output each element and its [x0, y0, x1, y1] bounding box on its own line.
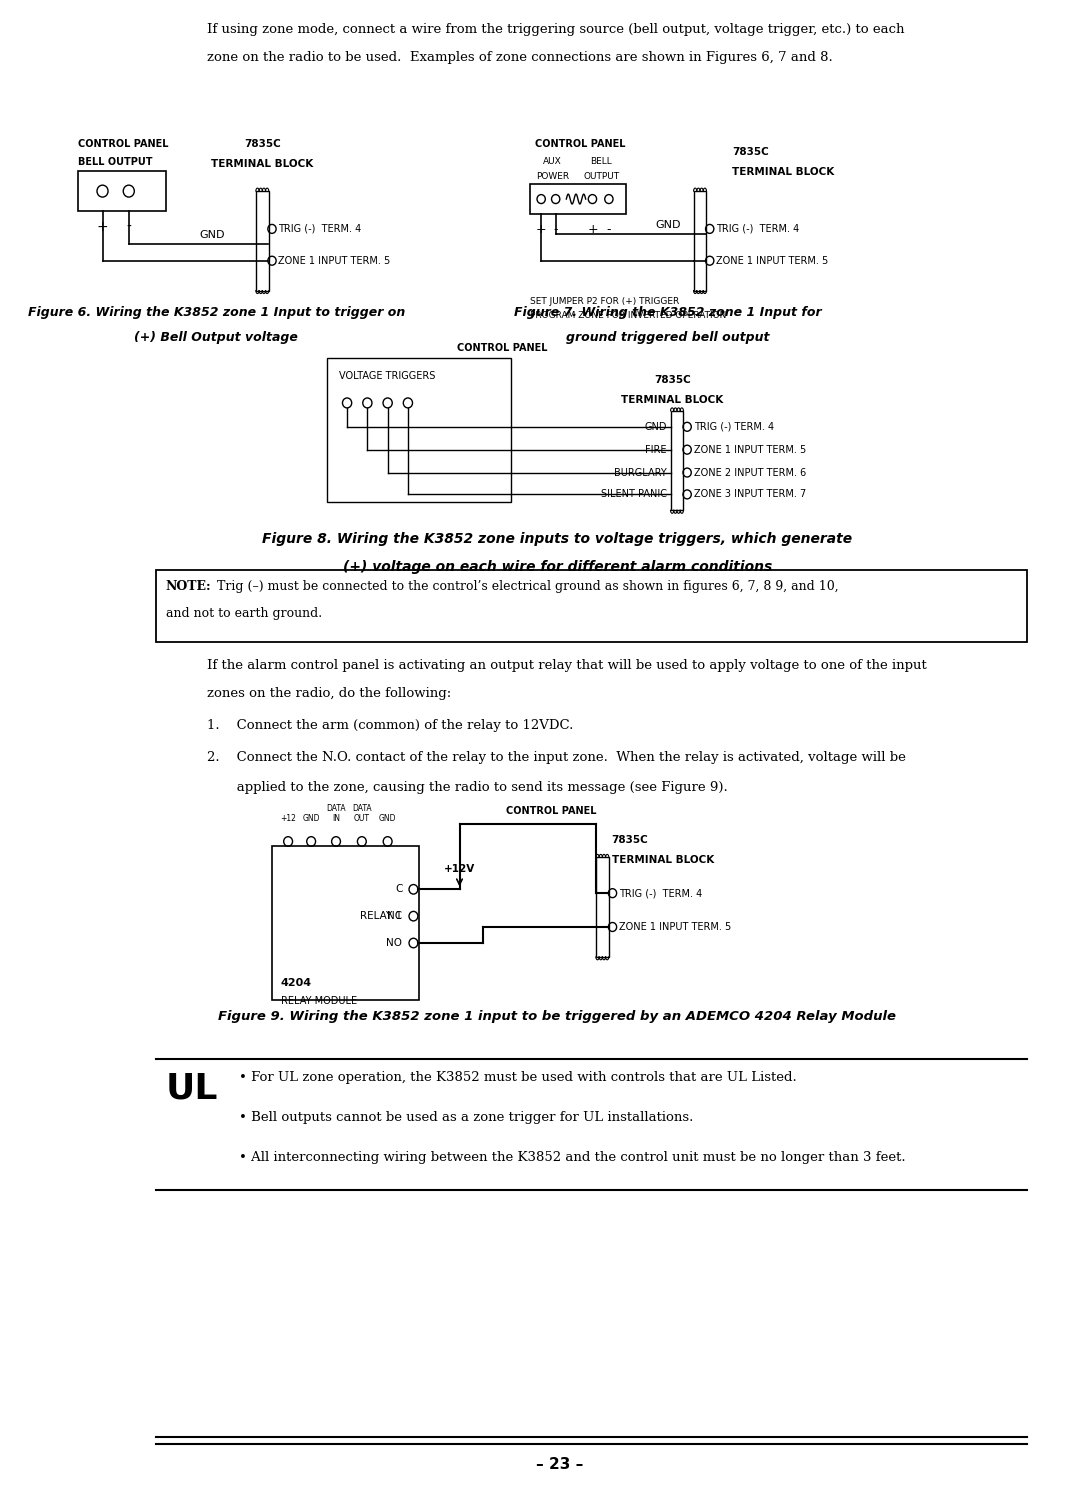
Text: Figure 8. Wiring the K3852 zone inputs to voltage triggers, which generate: Figure 8. Wiring the K3852 zone inputs t…	[262, 532, 852, 546]
Text: If the alarm control panel is activating an output relay that will be used to ap: If the alarm control panel is activating…	[207, 659, 927, 672]
Text: SILENT PANIC: SILENT PANIC	[601, 489, 667, 499]
Bar	[671, 412, 684, 510]
Text: -: -	[127, 221, 131, 234]
Text: GND: GND	[644, 422, 667, 432]
Text: BELL OUTPUT: BELL OUTPUT	[78, 158, 152, 167]
Text: CONTROL PANEL: CONTROL PANEL	[535, 139, 625, 149]
Text: 4204: 4204	[281, 978, 312, 987]
Text: Trig (–) must be connected to the control’s electrical ground as shown in figure: Trig (–) must be connected to the contro…	[213, 580, 839, 593]
Text: TERMINAL BLOCK: TERMINAL BLOCK	[621, 395, 723, 406]
Text: zones on the radio, do the following:: zones on the radio, do the following:	[207, 687, 452, 701]
Text: ground triggered bell output: ground triggered bell output	[566, 331, 770, 344]
Text: -: -	[607, 224, 611, 236]
Text: TRIG (-) TERM. 4: TRIG (-) TERM. 4	[693, 422, 773, 432]
Text: ZONE 1 INPUT TERM. 5: ZONE 1 INPUT TERM. 5	[278, 256, 391, 265]
Text: GND: GND	[199, 230, 225, 240]
Text: 2.    Connect the N.O. contact of the relay to the input zone.  When the relay i: 2. Connect the N.O. contact of the relay…	[207, 751, 906, 763]
Bar	[327, 358, 511, 502]
Text: applied to the zone, causing the radio to send its message (see Figure 9).: applied to the zone, causing the radio t…	[207, 781, 727, 793]
Text: PROGRAM ZONE FOR INVERTED OPERATION: PROGRAM ZONE FOR INVERTED OPERATION	[529, 312, 726, 321]
Text: SET JUMPER P2 FOR (+) TRIGGER: SET JUMPER P2 FOR (+) TRIGGER	[529, 297, 678, 306]
Text: RELAY MODULE: RELAY MODULE	[281, 996, 357, 1005]
Text: TRIG (-)  TERM. 4: TRIG (-) TERM. 4	[278, 224, 362, 234]
Text: +: +	[97, 221, 109, 234]
Text: +: +	[536, 224, 546, 236]
Text: zone on the radio to be used.  Examples of zone connections are shown in Figures: zone on the radio to be used. Examples o…	[207, 51, 833, 64]
Text: 7835C: 7835C	[244, 139, 281, 149]
Text: VOLTAGE TRIGGERS: VOLTAGE TRIGGERS	[339, 371, 435, 382]
Text: DATA
IN: DATA IN	[326, 804, 346, 823]
Text: NC: NC	[388, 911, 403, 921]
Text: CONTROL PANEL: CONTROL PANEL	[507, 805, 596, 816]
Text: TRIG (-)  TERM. 4: TRIG (-) TERM. 4	[619, 889, 702, 898]
Text: • Bell outputs cannot be used as a zone trigger for UL installations.: • Bell outputs cannot be used as a zone …	[240, 1111, 693, 1124]
Text: +12: +12	[280, 814, 296, 823]
Bar	[529, 185, 626, 215]
Text: ZONE 1 INPUT TERM. 5: ZONE 1 INPUT TERM. 5	[716, 256, 829, 265]
Text: Figure 9. Wiring the K3852 zone 1 input to be triggered by an ADEMCO 4204 Relay : Figure 9. Wiring the K3852 zone 1 input …	[218, 1009, 896, 1023]
Bar	[272, 847, 419, 999]
Text: TERMINAL BLOCK: TERMINAL BLOCK	[611, 856, 714, 865]
Text: +12V: +12V	[444, 865, 475, 874]
Text: ZONE 1 INPUT TERM. 5: ZONE 1 INPUT TERM. 5	[693, 444, 806, 455]
Text: 7835C: 7835C	[733, 148, 769, 158]
Text: ZONE 1 INPUT TERM. 5: ZONE 1 INPUT TERM. 5	[619, 921, 732, 932]
Text: – 23 –: – 23 –	[536, 1457, 584, 1472]
Text: POWER: POWER	[536, 173, 569, 182]
Text: NO: NO	[387, 938, 403, 948]
Text: AUX: AUX	[543, 158, 562, 167]
Text: 7835C: 7835C	[611, 835, 649, 845]
Text: FIRE: FIRE	[645, 444, 667, 455]
Text: CONTROL PANEL: CONTROL PANEL	[78, 139, 168, 149]
Text: If using zone mode, connect a wire from the triggering source (bell output, volt: If using zone mode, connect a wire from …	[207, 22, 904, 36]
Text: 1.    Connect the arm (common) of the relay to 12VDC.: 1. Connect the arm (common) of the relay…	[207, 719, 573, 732]
Text: • For UL zone operation, the K3852 must be used with controls that are UL Listed: • For UL zone operation, the K3852 must …	[240, 1071, 797, 1084]
Text: BELL: BELL	[591, 158, 612, 167]
Text: (+) voltage on each wire for different alarm conditions: (+) voltage on each wire for different a…	[343, 561, 772, 574]
Bar	[256, 191, 268, 291]
Bar	[157, 570, 1027, 641]
Text: ZONE 2 INPUT TERM. 6: ZONE 2 INPUT TERM. 6	[693, 468, 806, 477]
Bar	[693, 191, 706, 291]
Bar	[78, 171, 165, 212]
Text: TERMINAL BLOCK: TERMINAL BLOCK	[211, 160, 313, 170]
Text: -: -	[554, 224, 558, 236]
Text: DATA
OUT: DATA OUT	[353, 804, 372, 823]
Text: (+) Bell Output voltage: (+) Bell Output voltage	[134, 331, 298, 344]
Text: C: C	[395, 884, 403, 895]
Text: ZONE 3 INPUT TERM. 7: ZONE 3 INPUT TERM. 7	[693, 489, 806, 499]
Text: 7835C: 7835C	[654, 376, 691, 385]
Text: GND: GND	[302, 814, 320, 823]
Text: +: +	[587, 224, 597, 236]
Text: RELAY 1: RELAY 1	[360, 911, 403, 921]
Text: CONTROL PANEL: CONTROL PANEL	[457, 343, 547, 353]
Text: UL: UL	[165, 1071, 217, 1105]
Text: TERMINAL BLOCK: TERMINAL BLOCK	[733, 167, 835, 177]
Text: TRIG (-)  TERM. 4: TRIG (-) TERM. 4	[716, 224, 800, 234]
Text: Figure 7. Wiring the K3852 zone 1 Input for: Figure 7. Wiring the K3852 zone 1 Input …	[514, 307, 821, 319]
Text: OUTPUT: OUTPUT	[584, 173, 620, 182]
Text: Figure 6. Wiring the K3852 zone 1 Input to trigger on: Figure 6. Wiring the K3852 zone 1 Input …	[28, 307, 405, 319]
Text: BURGLARY: BURGLARY	[615, 468, 667, 477]
Text: • All interconnecting wiring between the K3852 and the control unit must be no l: • All interconnecting wiring between the…	[240, 1151, 906, 1163]
Bar	[596, 857, 609, 957]
Text: GND: GND	[379, 814, 396, 823]
Text: GND: GND	[655, 219, 681, 230]
Text: and not to earth ground.: and not to earth ground.	[165, 607, 322, 620]
Text: NOTE:: NOTE:	[165, 580, 211, 593]
